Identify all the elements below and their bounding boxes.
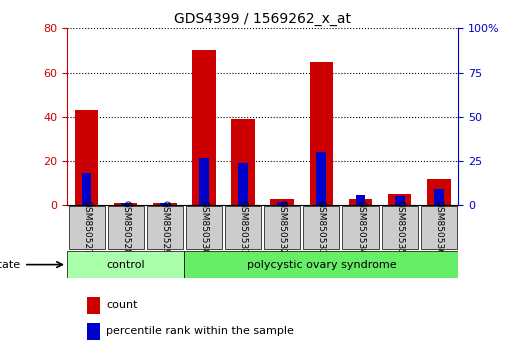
Text: disease state: disease state <box>0 259 20 270</box>
FancyBboxPatch shape <box>264 206 300 249</box>
Bar <box>87 297 100 314</box>
Bar <box>121 202 131 205</box>
FancyBboxPatch shape <box>68 206 105 249</box>
FancyBboxPatch shape <box>225 206 261 249</box>
Bar <box>427 179 451 205</box>
Text: control: control <box>107 259 145 270</box>
Text: GSM850533: GSM850533 <box>317 200 326 255</box>
Bar <box>310 62 333 205</box>
FancyBboxPatch shape <box>184 251 458 278</box>
Text: count: count <box>106 301 138 310</box>
Bar <box>160 202 170 205</box>
Text: GSM850527: GSM850527 <box>82 200 91 255</box>
Bar <box>278 202 287 205</box>
FancyBboxPatch shape <box>382 206 418 249</box>
FancyBboxPatch shape <box>342 206 379 249</box>
Bar <box>231 119 255 205</box>
Text: GSM850531: GSM850531 <box>238 200 248 255</box>
Bar <box>82 173 92 205</box>
Bar <box>238 163 248 205</box>
Bar <box>434 189 444 205</box>
FancyBboxPatch shape <box>67 251 184 278</box>
FancyBboxPatch shape <box>303 206 339 249</box>
FancyBboxPatch shape <box>147 206 183 249</box>
Bar <box>317 152 327 205</box>
FancyBboxPatch shape <box>186 206 222 249</box>
Bar <box>270 199 294 205</box>
Text: GSM850536: GSM850536 <box>434 200 443 255</box>
Text: GSM850534: GSM850534 <box>356 200 365 255</box>
Bar <box>356 195 366 205</box>
Bar <box>199 158 209 205</box>
FancyBboxPatch shape <box>421 206 457 249</box>
Text: percentile rank within the sample: percentile rank within the sample <box>106 326 294 336</box>
Text: GSM850528: GSM850528 <box>121 200 130 255</box>
Title: GDS4399 / 1569262_x_at: GDS4399 / 1569262_x_at <box>174 12 351 26</box>
FancyBboxPatch shape <box>108 206 144 249</box>
Bar <box>192 51 216 205</box>
Bar <box>75 110 98 205</box>
Bar <box>349 199 372 205</box>
Text: polycystic ovary syndrome: polycystic ovary syndrome <box>247 259 396 270</box>
Text: GSM850532: GSM850532 <box>278 200 287 255</box>
Bar <box>87 323 100 340</box>
Text: GSM850535: GSM850535 <box>395 200 404 255</box>
Text: GSM850530: GSM850530 <box>199 200 209 255</box>
Text: GSM850529: GSM850529 <box>160 200 169 255</box>
Bar <box>395 196 405 205</box>
Bar <box>114 203 138 205</box>
Bar <box>388 194 411 205</box>
Bar <box>153 203 177 205</box>
